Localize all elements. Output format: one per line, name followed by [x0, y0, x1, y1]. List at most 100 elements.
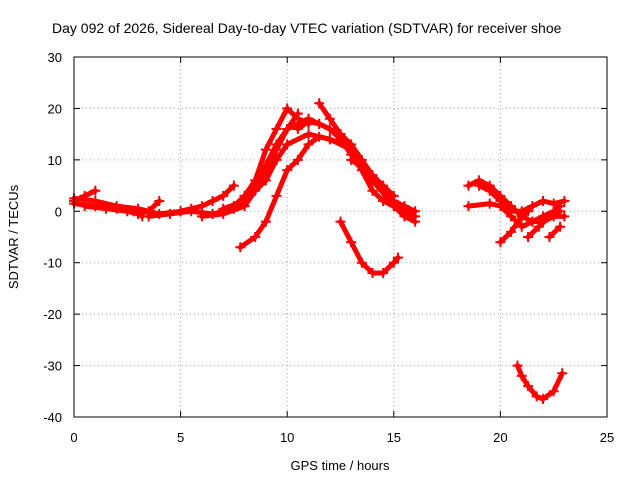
data-point: [533, 221, 544, 232]
data-series-arc-16: [335, 216, 404, 278]
data-point: [495, 196, 506, 206]
data-point: [122, 206, 133, 217]
data-point: [143, 211, 154, 222]
data-point: [346, 237, 357, 248]
data-point: [410, 216, 421, 227]
data-point: [100, 203, 111, 214]
y-tick-label: -30: [43, 359, 62, 374]
data-point: [548, 198, 559, 209]
data-point: [367, 268, 378, 278]
data-point: [271, 124, 282, 134]
data-point: [271, 154, 282, 165]
series-group: [69, 98, 570, 404]
data-point: [484, 185, 495, 196]
data-point: [527, 216, 538, 227]
data-point: [335, 129, 346, 140]
data-point: [356, 257, 367, 268]
series-line: [546, 224, 563, 240]
data-point: [544, 232, 555, 242]
series-line: [338, 131, 418, 225]
data-point: [388, 201, 399, 212]
axis-ticks: 0 5 10 15 20 25 -40 -30 -20 -10 0 10 20 30: [43, 50, 614, 445]
data-point: [410, 206, 421, 217]
x-tick-label: 20: [493, 430, 507, 445]
data-point: [271, 190, 282, 201]
data-point: [523, 381, 534, 392]
data-point: [378, 196, 389, 206]
data-point: [516, 221, 527, 232]
data-point: [90, 196, 101, 206]
data-point: [90, 185, 101, 196]
y-tick-label: 0: [55, 204, 62, 219]
data-series-arc-15: [346, 154, 399, 201]
data-point: [260, 216, 271, 227]
chart-title: Day 092 of 2026, Sidereal Day-to-day VTE…: [52, 20, 562, 36]
data-point: [196, 211, 207, 222]
data-point: [555, 221, 566, 232]
y-tick-label: 20: [48, 101, 62, 116]
data-point: [506, 206, 517, 217]
data-point: [250, 232, 261, 242]
data-point: [292, 154, 303, 165]
data-point: [314, 118, 325, 129]
series-line: [338, 219, 401, 276]
data-point: [527, 201, 538, 212]
data-point: [282, 165, 293, 176]
y-axis-label: SDTVAR / TECUs: [6, 184, 21, 289]
data-point: [324, 134, 335, 145]
data-point: [399, 211, 410, 222]
data-point: [239, 196, 250, 206]
data-series-arc-13: [314, 98, 421, 217]
data-point: [324, 113, 335, 124]
data-point: [506, 226, 517, 237]
data-series-arc-22: [544, 221, 566, 242]
series-line: [316, 100, 418, 214]
data-point: [175, 206, 186, 217]
data-series-arc-11: [235, 131, 335, 253]
y-tick-label: 10: [48, 153, 62, 168]
data-point: [544, 211, 555, 222]
series-line: [515, 363, 565, 402]
data-series-arc-4: [79, 196, 165, 219]
x-tick-label: 10: [280, 430, 294, 445]
data-point: [282, 103, 293, 114]
y-tick-label: -10: [43, 256, 62, 271]
y-tick-label: 30: [48, 50, 62, 65]
data-series-arc-19: [474, 180, 570, 217]
data-point: [523, 206, 534, 217]
data-point: [538, 196, 549, 206]
data-point: [260, 160, 271, 170]
data-point: [346, 144, 357, 155]
data-point: [282, 139, 293, 150]
data-point: [559, 196, 570, 206]
data-point: [378, 268, 389, 278]
data-point: [512, 360, 523, 371]
data-point: [335, 216, 346, 227]
data-point: [495, 237, 506, 248]
data-point: [132, 208, 143, 219]
data-series-arc-6: [175, 180, 239, 217]
data-point: [154, 196, 165, 206]
data-point: [378, 180, 389, 191]
data-point: [367, 185, 378, 196]
x-tick-label: 25: [600, 430, 614, 445]
data-point: [314, 131, 325, 142]
data-point: [388, 190, 399, 201]
data-point: [531, 391, 542, 402]
data-point: [367, 170, 378, 181]
plot-frame: [73, 56, 608, 418]
data-point: [346, 154, 357, 165]
data-point: [538, 394, 549, 404]
data-series-arc-23: [512, 360, 568, 404]
data-point: [555, 206, 566, 217]
y-tick-label: -20: [43, 307, 62, 322]
data-point: [548, 386, 559, 397]
data-point: [324, 124, 335, 134]
data-point: [303, 139, 314, 150]
data-point: [79, 201, 90, 212]
data-point: [474, 180, 485, 191]
data-point: [516, 211, 527, 222]
data-point: [271, 139, 282, 150]
data-point: [260, 175, 271, 186]
